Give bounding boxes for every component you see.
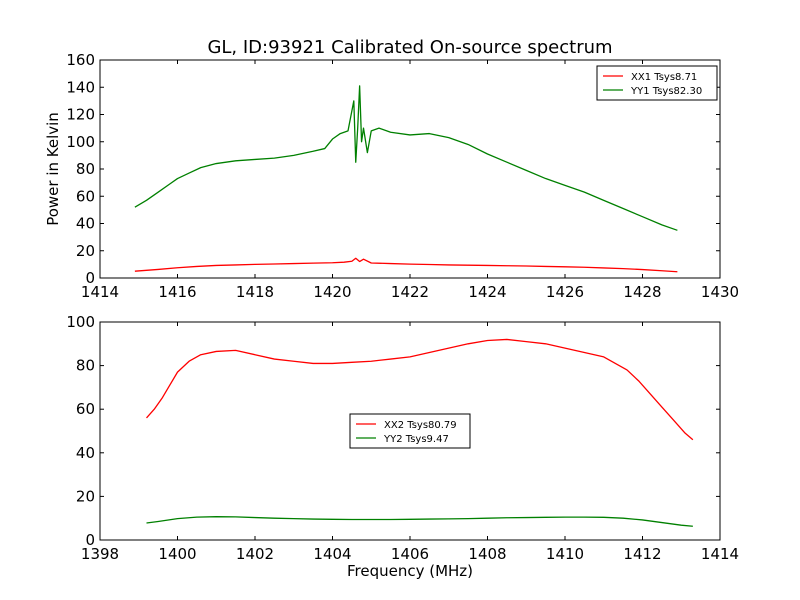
bottom-x-axis-label: Frequency (MHz) [347,562,473,580]
top-x-tick-label: 1416 [158,283,196,301]
bottom-x-tick-label: 1408 [468,545,506,563]
bottom-x-tick-label: 1400 [158,545,196,563]
top-legend [596,65,718,101]
bottom-legend [349,413,471,449]
bottom-legend-label: YY2 Tsys9.47 [383,434,449,445]
top-x-tick-label: 1430 [701,283,739,301]
top-x-tick-label: 1428 [623,283,661,301]
top-y-tick-label: 20 [76,242,95,260]
top-x-tick-label: 1422 [391,283,429,301]
bottom-y-tick-label: 80 [76,357,95,375]
top-y-tick-label: 160 [66,51,95,69]
bottom-x-tick-label: 1410 [546,545,584,563]
bottom-y-tick-label: 60 [76,400,95,418]
top-x-tick-label: 1420 [313,283,351,301]
bottom-x-tick-label: 1398 [81,545,119,563]
bottom-x-tick-label: 1404 [313,545,351,563]
top-y-tick-label: 80 [76,160,95,178]
bottom-panel: 1398 1400 1402 1404 1406 1408 1410 1412 1414 0 20 4… [66,313,739,563]
bottom-y-tick-label: 0 [85,531,95,549]
bottom-series-line-1 [146,338,694,441]
bottom-x-tick-label: 1402 [236,545,274,563]
top-x-tick-label: 1424 [468,283,506,301]
figure-title: GL, ID:93921 Calibrated On-source spectr… [207,37,612,58]
bottom-x-tick-label: 1406 [391,545,429,563]
top-y-tick-label: 100 [66,133,95,151]
bottom-y-tick-label: 100 [66,313,95,331]
top-x-tick-label: 1414 [81,283,119,301]
top-x-tick-label: 1418 [236,283,274,301]
top-series-line-2 [134,85,678,231]
top-y-tick-label: 40 [76,215,95,233]
top-y-tick-label: 60 [76,187,95,205]
top-y-tick-label: 140 [66,78,95,96]
top-panel: 1414 1416 1418 1420 1422 1424 1426 1428 1430 0 20 4… [66,51,739,301]
bottom-series-line-2 [146,516,693,527]
top-legend-label: XX1 Tsys8.71 [631,72,697,83]
top-y-axis-label: Power in Kelvin [44,112,62,226]
bottom-legend-label: XX2 Tsys80.79 [384,420,457,431]
top-y-tick-label: 0 [85,269,95,287]
top-legend-label: YY1 Tsys82.30 [630,86,702,97]
top-y-tick-label: 120 [66,106,95,124]
top-x-tick-label: 1426 [546,283,584,301]
bottom-x-tick-label: 1412 [623,545,661,563]
top-series-line-1 [134,257,678,273]
bottom-x-tick-label: 1414 [701,545,739,563]
bottom-y-tick-label: 40 [76,444,95,462]
bottom-y-tick-label: 20 [76,487,95,505]
